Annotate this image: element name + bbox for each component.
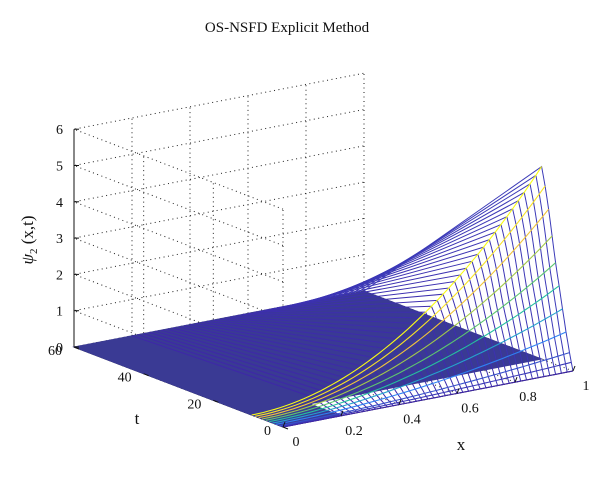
grid-line-z [72,72,365,210]
mesh-line-x [254,185,546,417]
z-tick-label: 1 [56,305,63,320]
mesh-line-t [328,215,539,378]
mesh-line-t [253,305,464,393]
mesh-line-t [357,174,568,373]
z-axis-label-symbol: ψ [18,254,37,265]
t-tick-label: 20 [187,397,201,412]
mesh-line-x [268,285,560,423]
mesh-line-x [265,262,556,421]
mesh-line-t [294,260,504,385]
z-tick-label: 3 [56,232,63,247]
x-axis-label: x [457,435,466,454]
grid-line-z [72,145,365,283]
mesh-line-t [346,191,557,375]
surface [72,165,574,428]
x-tick-mark [398,399,402,405]
t-tick-mark [73,346,80,350]
mesh-line-t [323,223,533,379]
x-tick-label: 0.6 [461,401,479,416]
z-tick-label: 6 [56,123,63,138]
x-tick-mark [456,388,460,394]
t-tick-label: 40 [118,371,132,386]
mesh-line-t [317,231,528,381]
x-tick-mark [340,410,344,416]
x-tick-mark [514,377,518,383]
mesh-line-t [300,253,510,384]
mesh-line-t [288,267,499,386]
chart-title: OS-NSFD Explicit Method [205,20,370,36]
mesh-line-t [271,287,481,390]
z-tick-label: 4 [56,196,63,211]
z-tick-label: 2 [56,268,63,283]
mesh-line-t [305,246,516,383]
mesh-line-t [334,208,545,377]
mesh-line-t [207,320,417,402]
mesh-line-t [259,299,470,392]
x-tick-label: 0.2 [345,424,363,439]
t-tick-label: 0 [264,424,271,439]
mesh-line-t [218,318,429,400]
t-tick-mark [213,399,219,403]
z-axis-label-args: (x,t) [18,215,37,248]
z-tick-label: 5 [56,160,63,175]
x-tick-label: 0 [293,435,300,450]
mesh-line-t [282,274,493,387]
mesh-line-x [281,361,572,427]
mesh-line-t [242,314,452,395]
z-axis-label: ψ2 (x,t) [18,215,40,264]
x-tick-label: 0.8 [519,390,537,405]
grid-line-z [72,109,365,246]
t-tick-mark [143,373,149,377]
x-tick-mark [282,421,286,428]
mesh-line-t [236,315,446,396]
mesh-line-t [311,239,522,382]
x-tick-label: 1 [583,379,590,394]
mesh-line-x [279,352,570,427]
mesh-line-x [258,208,550,419]
mesh-line-t [224,317,435,399]
t-tick-mark [282,426,289,430]
t-axis-label: t [135,409,140,428]
mesh-line-x [282,370,574,428]
x-tick-mark [572,365,576,372]
mesh-line-t [247,311,458,394]
mesh-line-t [265,293,475,391]
z-axis-label-subscript: 2 [28,248,40,254]
mesh-line-t [213,319,423,401]
mesh-line-x [275,331,567,425]
mesh-line-x [272,308,563,424]
mesh-line-t [352,183,562,374]
t-tick-label: 60 [48,344,62,359]
mesh-line-t [363,165,574,372]
mesh-line-x [251,166,543,416]
mesh-line-t [276,280,487,388]
z-tick-label: 0 [56,341,63,356]
x-tick-label: 0.4 [403,413,421,428]
mesh-line-x [261,235,553,420]
mesh-line-t [230,316,441,398]
mesh-line-t [340,199,551,376]
